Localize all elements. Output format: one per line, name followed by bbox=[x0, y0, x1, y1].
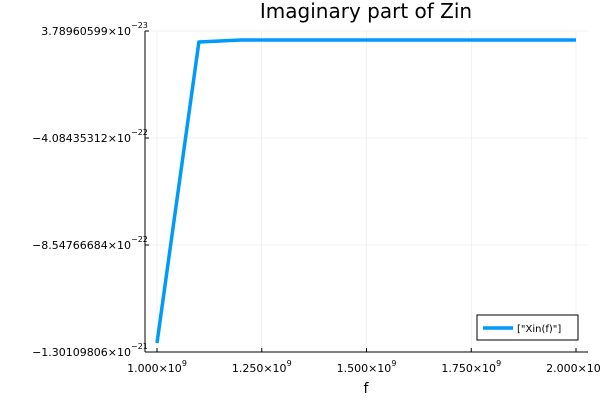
x-tick-label: 1.750×109 bbox=[441, 359, 501, 375]
y-tick-exponent: −22 bbox=[131, 128, 148, 137]
x-ticks: 1.000×109 1.250×109 1.500×109 1.750×109 2.00… bbox=[127, 348, 600, 375]
y-tick-exponent: −23 bbox=[131, 21, 148, 30]
x-tick-label: 1.250×109 bbox=[232, 359, 292, 375]
y-ticks: 3.78960599×10 −23−4.08435312×10 −22−8.5476… bbox=[32, 21, 149, 359]
x-tick-label: 2.000×109 bbox=[546, 359, 600, 375]
series-line bbox=[155, 38, 576, 344]
y-tick-label: −8.54766684×10 bbox=[32, 239, 131, 252]
legend: ["Xin(f)"] bbox=[476, 314, 579, 341]
legend-box bbox=[476, 314, 579, 341]
series-layer bbox=[155, 38, 576, 344]
y-tick-exponent: −22 bbox=[131, 235, 148, 244]
y-tick-label: 3.78960599×10 bbox=[41, 25, 131, 38]
x-tick-label: 1.500×109 bbox=[337, 359, 397, 375]
y-tick-exponent: −21 bbox=[131, 342, 148, 351]
chart-title: Imaginary part of Zin bbox=[260, 0, 472, 23]
y-tick-label: −4.08435312×10 bbox=[32, 132, 131, 145]
y-tick-label: −1.30109806×10 bbox=[32, 346, 131, 359]
x-tick-label: 1.000×109 bbox=[127, 359, 187, 375]
legend-label: ["Xin(f)"] bbox=[517, 324, 561, 335]
x-axis-label: f bbox=[364, 381, 370, 397]
